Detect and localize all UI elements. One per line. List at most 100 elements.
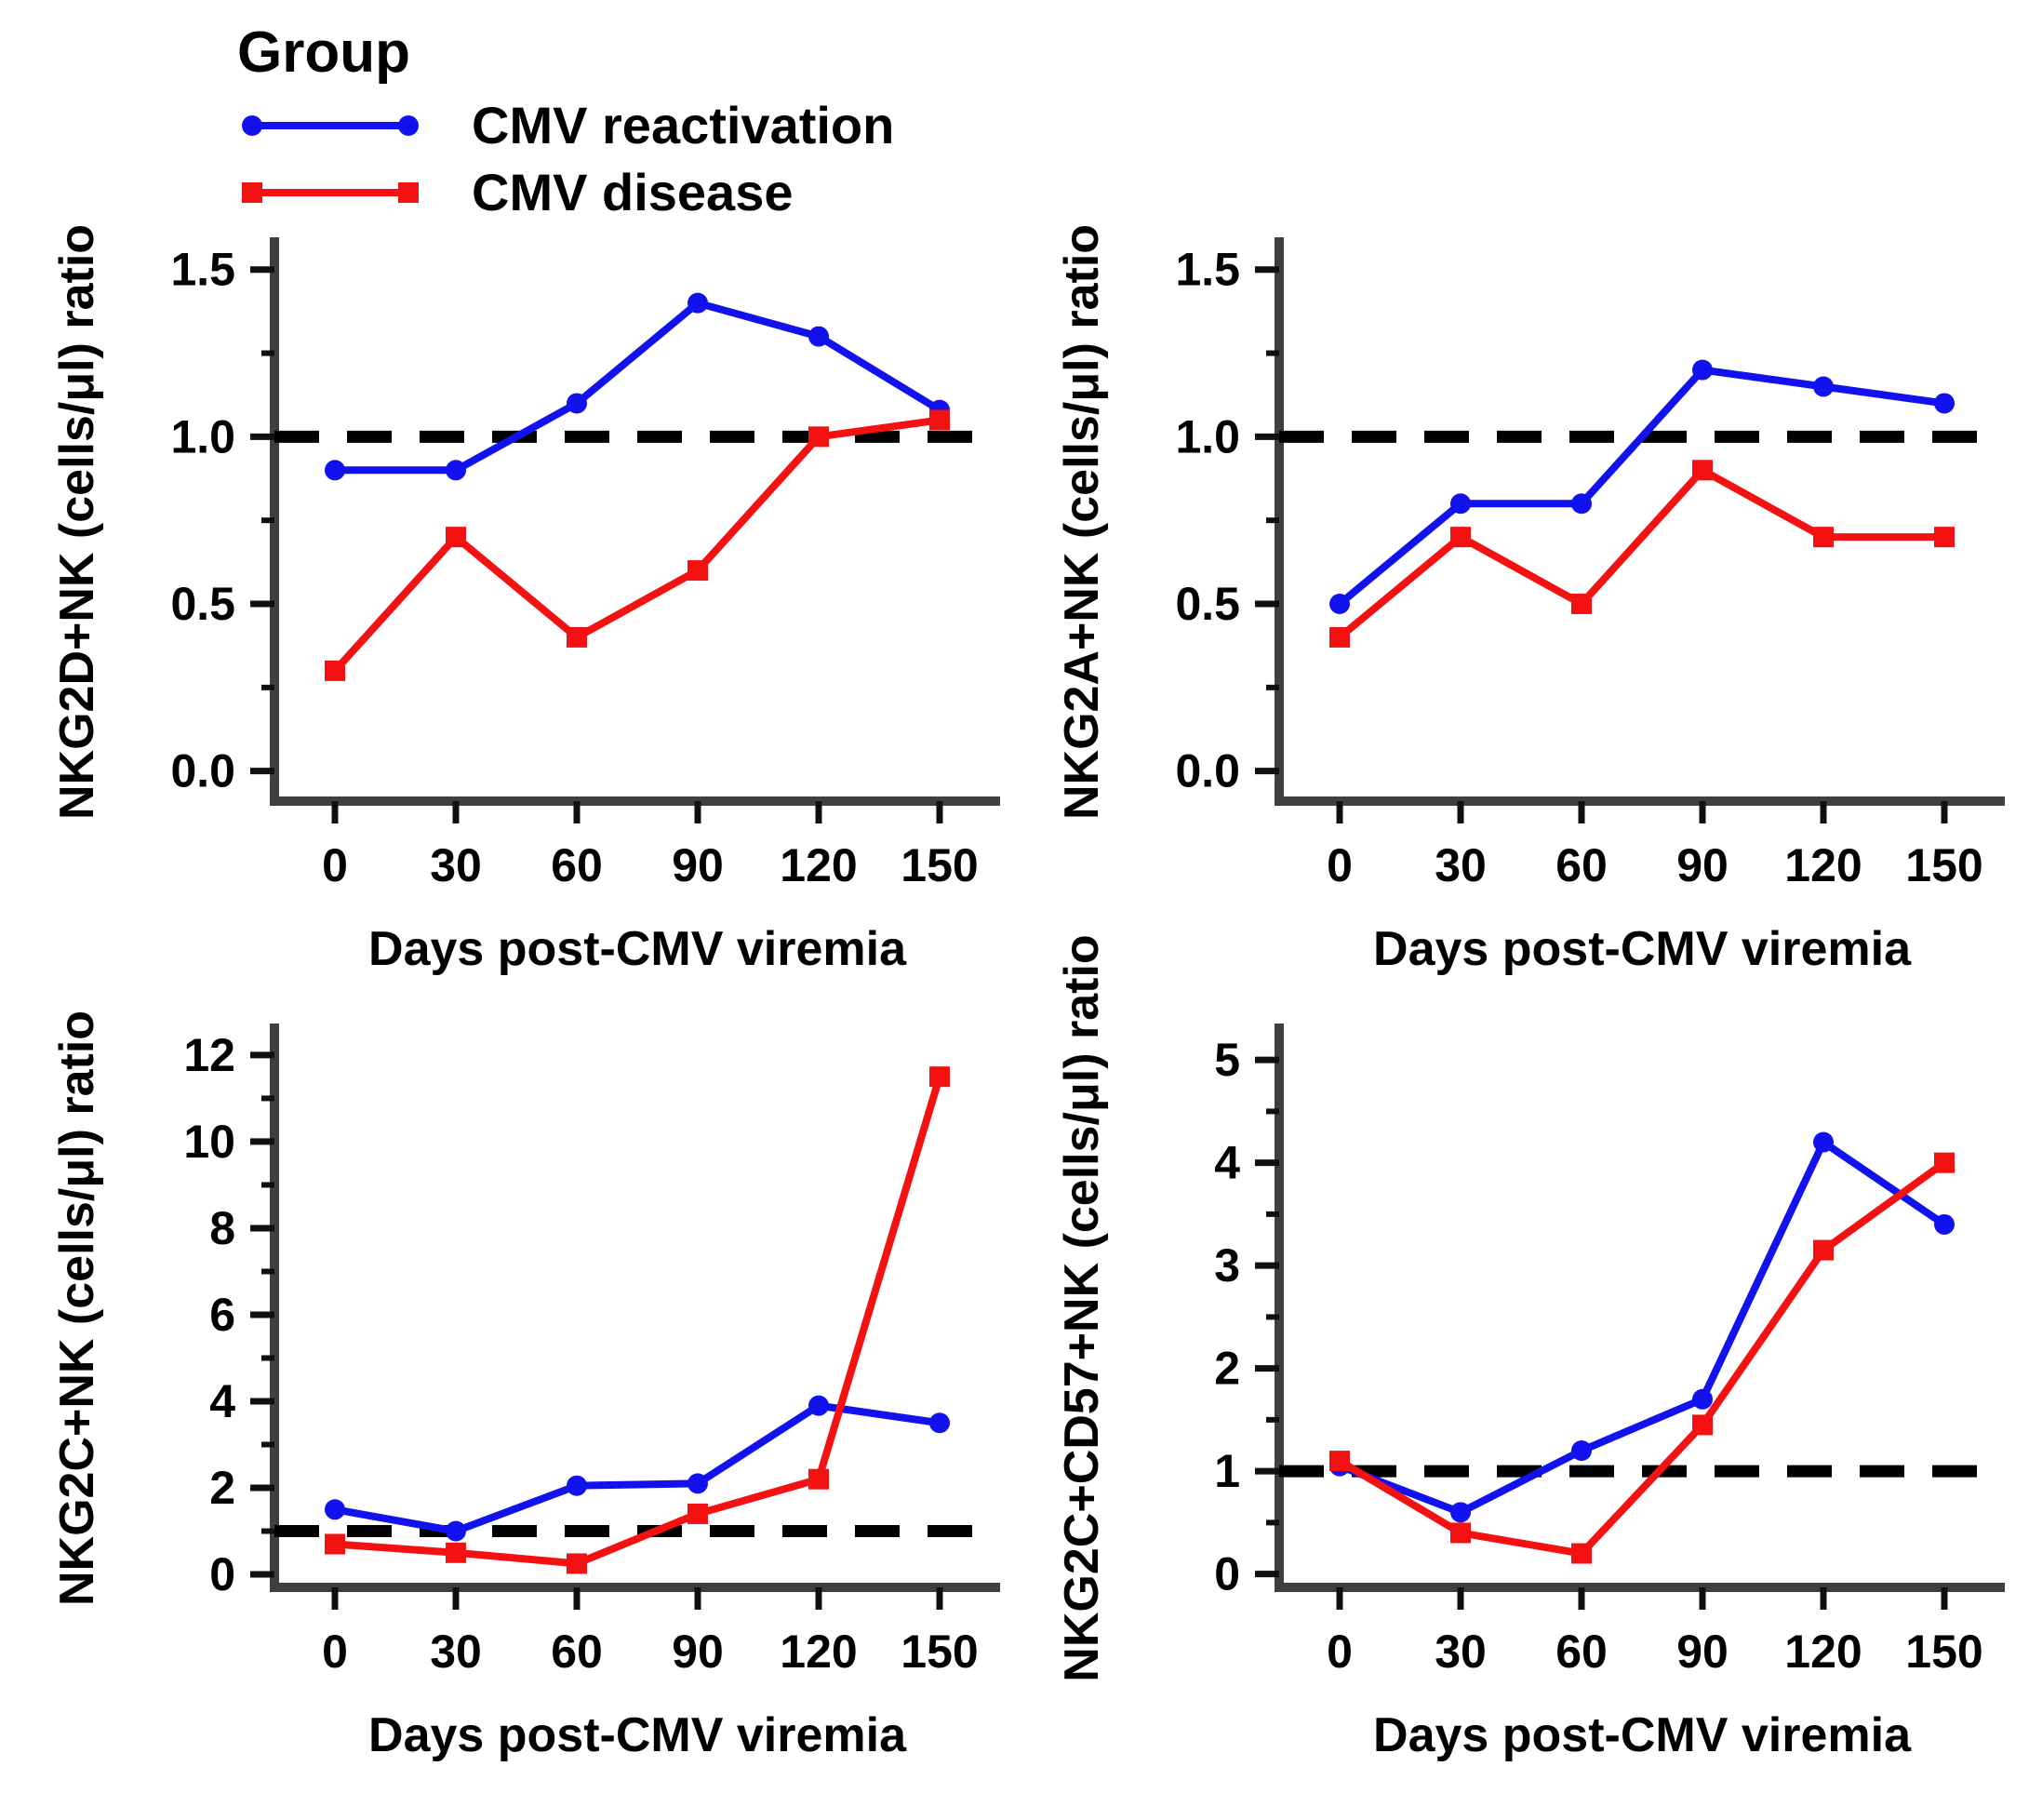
series-line-reactivation [1336,1138,1948,1517]
x-tick-label: 150 [901,839,978,891]
legend-swatch-marker [398,115,419,136]
legend-label-cmv-reactivation: CMV reactivation [472,96,895,154]
y-axis-title: NKG2C+NK (cells/μl) ratio [50,1010,104,1606]
y-tick-label: 0 [1214,1548,1240,1600]
data-point-reactivation [808,326,829,347]
data-point-disease [1450,1522,1471,1544]
x-tick-label: 60 [551,1626,603,1678]
data-point-reactivation [325,1499,345,1520]
panel-nkg2a-nk-chart: 0 30 60 90 120 150 0.0 0.5 1.0 1.5 Days post-CMV v… [1055,224,2005,976]
series-line-disease [331,416,943,675]
data-point-reactivation [1450,1502,1471,1523]
y-tick-label: 10 [183,1116,235,1168]
legend-marker-reactivation-icon [242,115,419,136]
data-point-reactivation [1934,393,1955,414]
panels-grid: 0 30 60 90 120 150 0.0 0.5 1.0 1.5 Days post-CMV v… [0,201,2029,1773]
data-point-disease [1571,594,1592,615]
data-point-reactivation [929,1412,950,1434]
data-point-disease [687,1503,708,1524]
data-point-reactivation [687,292,708,314]
y-tick-label: 3 [1214,1239,1240,1291]
data-point-reactivation [446,460,466,481]
y-tick-label: 1 [1214,1445,1240,1497]
data-point-reactivation [325,460,345,481]
x-tick-label: 30 [1435,839,1487,891]
data-point-reactivation [1571,493,1592,515]
x-tick-label: 0 [1327,1626,1353,1678]
data-point-disease [325,660,345,681]
y-axis-title: NKG2A+NK (cells/μl) ratio [1055,224,1109,820]
x-tick-label: 60 [1555,1626,1608,1678]
y-tick-label: 0.5 [1175,578,1240,630]
y-tick-label: 0 [209,1548,235,1600]
y-tick-label: 4 [209,1375,235,1427]
data-point-reactivation [1813,1131,1834,1153]
x-tick-label: 0 [322,839,348,891]
data-point-reactivation [567,1475,587,1496]
data-point-reactivation [446,1520,466,1542]
x-tick-label: 30 [430,1626,482,1678]
data-point-disease [1934,527,1955,548]
x-tick-label: 60 [1555,839,1608,891]
data-point-disease [325,1533,345,1555]
series-line-disease [1336,1158,1948,1558]
series-line-disease [331,1073,943,1568]
x-tick-label: 120 [780,1626,857,1678]
panel-nkg2c-cd57-nk-chart: 0 30 60 90 120 150 0 1 2 3 4 5 Days post-CMV viremia… [1055,934,2005,1762]
x-tick-label: 90 [1676,1626,1729,1678]
data-point-disease [1692,460,1713,481]
legend-item-cmv-reactivation: CMV reactivation [237,97,2029,154]
x-tick-label: 150 [901,1626,978,1678]
y-tick-label: 1.5 [170,244,235,296]
y-tick-label: 1.0 [170,410,235,462]
data-point-reactivation [808,1395,829,1416]
x-tick-label: 0 [1327,839,1353,891]
x-tick-label: 30 [430,839,482,891]
x-tick-label: 120 [1784,1626,1862,1678]
data-point-disease [808,1468,829,1490]
legend: Group CMV reactivation CMV disease [0,0,2029,219]
x-tick-label: 120 [780,839,857,891]
y-tick-label: 1.0 [1175,410,1240,462]
legend-swatch-marker [398,182,419,203]
x-axis-title: Days post-CMV viremia [368,922,907,976]
x-tick-label: 90 [1676,839,1729,891]
series-line-disease [1336,466,1948,641]
data-point-reactivation [1934,1213,1955,1235]
data-point-reactivation [1813,376,1834,397]
data-point-disease [1450,527,1471,548]
x-tick-label: 150 [1905,839,1982,891]
data-point-disease [1329,626,1350,648]
data-point-reactivation [1692,359,1713,381]
y-tick-label: 0.5 [170,578,235,630]
data-point-disease [1813,1239,1834,1261]
data-point-disease [929,409,950,431]
data-point-disease [567,1553,587,1574]
data-point-disease [446,1542,466,1563]
data-point-reactivation [567,393,587,414]
x-axis-title: Days post-CMV viremia [368,1708,907,1762]
legend-title: Group [237,20,410,85]
data-point-reactivation [1450,493,1471,515]
series-line-reactivation [331,1401,943,1535]
series-line-reactivation [331,299,943,475]
data-point-disease [567,626,587,648]
y-tick-label: 12 [183,1029,235,1081]
y-tick-label: 2 [209,1462,235,1514]
legend-swatch-marker [242,115,262,136]
data-point-disease [1813,527,1834,548]
y-tick-label: 6 [209,1289,235,1341]
data-point-disease [808,426,829,448]
legend-swatch-marker [242,182,262,203]
data-point-reactivation [1571,1440,1592,1462]
y-tick-label: 4 [1214,1137,1240,1189]
x-tick-label: 60 [551,839,603,891]
x-tick-label: 30 [1435,1626,1487,1678]
y-tick-label: 8 [209,1202,235,1254]
y-tick-label: 1.5 [1175,244,1240,296]
panel-nkg2c-nk-chart: 0 30 60 90 120 150 0 2 4 6 8 10 12 Days post-CMV vire… [50,1010,1000,1762]
x-tick-label: 90 [672,839,724,891]
legend-item-cmv-disease: CMV disease [237,164,2029,221]
data-point-disease [446,527,466,548]
